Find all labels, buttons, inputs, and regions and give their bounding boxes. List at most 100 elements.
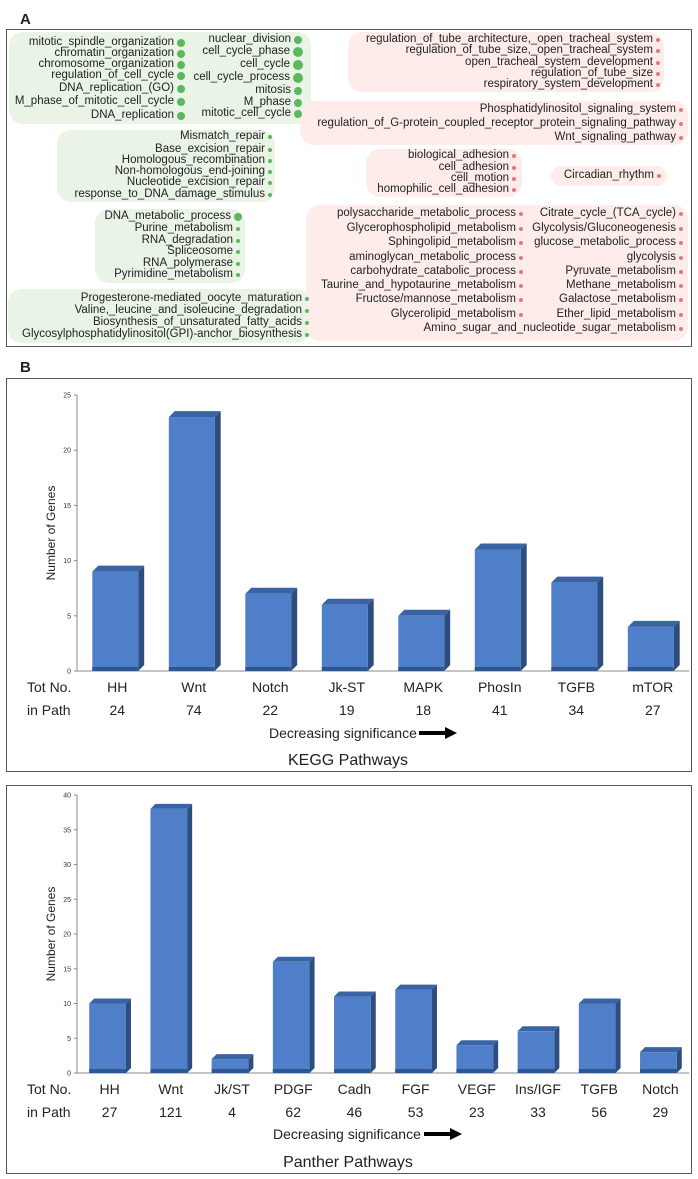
term-node-dot [512, 177, 516, 181]
term-label: regulation_of_cell_cycle [51, 69, 174, 81]
cluster-dna-repair [57, 130, 275, 202]
category-label: PhosIn [478, 679, 522, 695]
term-node-dot [268, 135, 272, 139]
bar [627, 626, 674, 671]
term-node-dot [656, 83, 660, 87]
panther-bar-chart: 0 5 10 15 20 25 30 35 40 Number of Genes HH 27 Wnt 12… [27, 793, 689, 1171]
bar-side [676, 1047, 682, 1073]
term-node-dot [519, 227, 523, 231]
panel-a-label: A [20, 11, 31, 28]
arrow-head [445, 727, 457, 739]
bar-top [474, 543, 527, 550]
bar-top [168, 411, 221, 418]
term-label: DNA_metabolic_process [104, 210, 231, 222]
term-node-dot [656, 61, 660, 65]
term-label: Nucleotide_excision_repair [126, 176, 265, 188]
row-label-in-path: in Path [27, 1104, 71, 1120]
term-node-dot [679, 284, 683, 288]
term-label: Pyruvate_metabolism [565, 265, 676, 277]
term-node-dot [293, 47, 303, 57]
bar-side [520, 543, 527, 671]
category-label: MAPK [403, 679, 443, 695]
total-in-path-value: 46 [347, 1104, 363, 1120]
term-label: regulation_of_tube_size [530, 67, 653, 79]
term-label: response_to_DNA_damage_stimulus [74, 188, 266, 200]
y-tick-label: 25 [63, 897, 71, 904]
term-node-dot [679, 241, 683, 245]
term-node-dot [519, 241, 523, 245]
bar-top [551, 576, 604, 583]
row-label-tot-no: Tot No. [27, 1081, 71, 1097]
bar [517, 1031, 555, 1073]
total-in-path-value: 41 [492, 702, 508, 718]
term-node-dot [656, 72, 660, 76]
term-label: chromosome_organization [38, 58, 174, 70]
bar-base [245, 667, 292, 671]
bar [395, 989, 432, 1073]
total-in-path-value: 22 [262, 702, 278, 718]
category-label: Wnt [181, 679, 206, 695]
total-in-path-value: 18 [415, 702, 431, 718]
y-axis-label: Number of Genes [44, 887, 58, 982]
term-node-dot [177, 61, 185, 69]
bar-base [150, 1069, 188, 1073]
term-label: polysaccharide_metabolic_process [337, 207, 516, 219]
term-label: mitotic_cell_cycle [201, 107, 291, 119]
term-label: respiratory_system_development [483, 78, 653, 90]
term-node-dot [268, 159, 272, 163]
category-label: Wnt [158, 1081, 183, 1097]
term-label: mitosis [255, 84, 291, 96]
bar [551, 582, 598, 671]
bar-side [125, 998, 131, 1073]
bar-base [578, 1069, 616, 1073]
bar-top [245, 587, 298, 594]
y-tick-label: 40 [63, 793, 71, 800]
cluster-dna-metabolism [95, 209, 245, 283]
term-label: open_tracheal_system_development [465, 56, 653, 68]
bar-top [150, 803, 193, 809]
term-node-dot [679, 270, 683, 274]
term-label: Taurine_and_hypotaurine_metabolism [321, 279, 516, 291]
bar-base [92, 667, 139, 671]
term-label: biological_adhesion [407, 149, 509, 161]
term-label: Glycerophospholipid_metabolism [346, 222, 516, 234]
term-label: M_phase [243, 96, 291, 108]
term-node-dot [656, 38, 660, 42]
term-node-dot [519, 298, 523, 302]
category-label: Notch [642, 1081, 679, 1097]
bar [578, 1003, 616, 1073]
bar-side [370, 991, 376, 1073]
term-label: glycolysis [626, 251, 676, 263]
term-label: Base_excision_repair [155, 143, 265, 155]
bar-base [334, 1069, 371, 1073]
term-node-dot [679, 227, 683, 231]
term-label: M_phase_of_mitotic_cell_cycle [14, 95, 174, 107]
cluster-adhesion [366, 149, 522, 197]
bar-top [92, 565, 145, 572]
row-label-in-path: in Path [27, 702, 71, 718]
bar [272, 961, 310, 1073]
y-tick-label: 0 [67, 1071, 71, 1078]
total-in-path-value: 23 [469, 1104, 485, 1120]
term-label: Phosphatidylinositol_signaling_system [479, 103, 676, 115]
term-node-dot [679, 136, 683, 140]
term-node-dot [293, 73, 303, 83]
term-node-dot [519, 270, 523, 274]
bar [474, 549, 521, 671]
bar-side [597, 576, 604, 671]
bar-top [211, 1054, 254, 1060]
term-label: chromatin_organization [54, 47, 174, 59]
bar-top [578, 998, 621, 1004]
bar-side [444, 609, 451, 671]
bar [321, 604, 368, 671]
bar-side [187, 803, 193, 1073]
term-label: DNA_replication [90, 109, 174, 121]
y-tick-label: 5 [67, 1036, 71, 1043]
bar-base [398, 667, 445, 671]
term-node-dot [234, 213, 242, 221]
category-label: TGFB [581, 1081, 618, 1097]
bar [334, 996, 371, 1073]
bar-base [474, 667, 521, 671]
term-label: cell_adhesion [438, 161, 509, 173]
category-label: mTOR [632, 679, 673, 695]
